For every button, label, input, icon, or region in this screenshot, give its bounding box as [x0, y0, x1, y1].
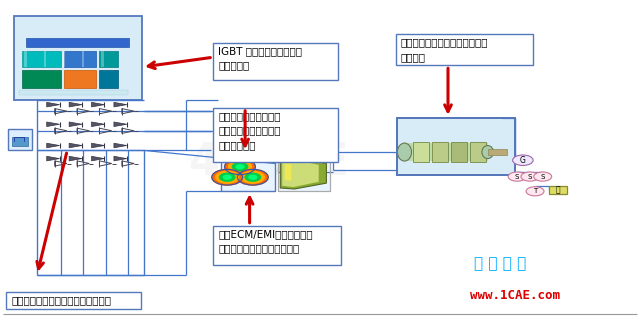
- Text: 仿 真 在 线: 仿 真 在 线: [474, 256, 526, 271]
- Bar: [14, 16, 142, 100]
- Polygon shape: [92, 102, 104, 107]
- Polygon shape: [92, 143, 104, 148]
- Text: G: G: [520, 156, 526, 165]
- Polygon shape: [280, 155, 326, 189]
- Circle shape: [228, 161, 252, 173]
- Circle shape: [508, 172, 526, 181]
- Circle shape: [534, 172, 552, 181]
- Bar: [213, 226, 341, 265]
- Text: S: S: [528, 174, 532, 180]
- Bar: [413, 142, 429, 162]
- Bar: [404, 143, 488, 161]
- Text: IGBT 流体温度、结构、电
磁兼容分析: IGBT 流体温度、结构、电 磁兼容分析: [218, 46, 302, 70]
- Text: www.1CAE.com: www.1CAE.com: [470, 289, 561, 302]
- Polygon shape: [69, 156, 82, 161]
- Text: 电机磁场、流体散热、
结构强度、振动噪音、
控制性能分析: 电机磁场、流体散热、 结构强度、振动噪音、 控制性能分析: [218, 111, 281, 150]
- Bar: [63, 51, 65, 67]
- Bar: [451, 142, 467, 162]
- Circle shape: [216, 171, 239, 183]
- Bar: [64, 51, 96, 67]
- Polygon shape: [69, 143, 82, 148]
- Bar: [8, 129, 32, 150]
- Circle shape: [526, 187, 544, 196]
- Bar: [6, 292, 141, 309]
- Polygon shape: [69, 122, 82, 127]
- Text: 40CAE: 40CAE: [189, 142, 349, 185]
- Bar: [397, 118, 515, 175]
- Bar: [101, 51, 104, 67]
- Text: 母线ECM/EMI、结构强度、
热计算、温度分析、参数提取: 母线ECM/EMI、结构强度、 热计算、温度分析、参数提取: [218, 229, 313, 253]
- Bar: [99, 70, 118, 88]
- Bar: [99, 51, 118, 67]
- Bar: [12, 137, 28, 146]
- Bar: [397, 118, 515, 175]
- Text: 工: 工: [556, 185, 561, 195]
- Polygon shape: [282, 158, 319, 187]
- Bar: [213, 43, 338, 80]
- Polygon shape: [114, 102, 127, 107]
- Polygon shape: [114, 122, 127, 127]
- Text: 电池电化学、温度、流体、结构分析: 电池电化学、温度、流体、结构分析: [12, 295, 111, 305]
- Bar: [488, 149, 507, 155]
- Circle shape: [220, 173, 235, 181]
- Circle shape: [232, 163, 248, 171]
- Circle shape: [513, 155, 533, 165]
- Bar: [221, 152, 275, 191]
- Ellipse shape: [397, 143, 412, 161]
- Circle shape: [223, 175, 231, 179]
- Polygon shape: [47, 143, 60, 148]
- Polygon shape: [47, 156, 60, 161]
- Bar: [278, 152, 330, 191]
- Text: S: S: [541, 174, 545, 180]
- Circle shape: [521, 172, 539, 181]
- Bar: [278, 152, 330, 191]
- Text: 传动轴、齿轮筱结构应力、疲劳
寿命分析: 传动轴、齿轮筱结构应力、疲劳 寿命分析: [401, 38, 488, 62]
- Text: S: S: [515, 174, 519, 180]
- Text: T: T: [533, 188, 537, 194]
- Polygon shape: [47, 102, 60, 107]
- Circle shape: [225, 159, 255, 175]
- Bar: [22, 51, 61, 67]
- Polygon shape: [114, 156, 127, 161]
- Bar: [396, 34, 533, 65]
- Bar: [64, 70, 96, 88]
- Bar: [44, 51, 46, 67]
- Bar: [24, 51, 27, 67]
- Bar: [22, 70, 61, 88]
- Bar: [432, 142, 448, 162]
- Circle shape: [245, 173, 260, 181]
- Polygon shape: [69, 102, 82, 107]
- Circle shape: [241, 171, 264, 183]
- Circle shape: [212, 169, 243, 185]
- Bar: [549, 186, 567, 194]
- Bar: [470, 142, 486, 162]
- Circle shape: [237, 169, 268, 185]
- Polygon shape: [285, 164, 291, 181]
- Polygon shape: [92, 122, 104, 127]
- Bar: [213, 108, 338, 162]
- Bar: [82, 51, 84, 67]
- Polygon shape: [47, 122, 60, 127]
- Ellipse shape: [482, 146, 493, 159]
- Polygon shape: [114, 143, 127, 148]
- Circle shape: [236, 165, 244, 169]
- Circle shape: [249, 175, 257, 179]
- Bar: [19, 90, 128, 95]
- Polygon shape: [92, 156, 104, 161]
- Bar: [26, 38, 129, 47]
